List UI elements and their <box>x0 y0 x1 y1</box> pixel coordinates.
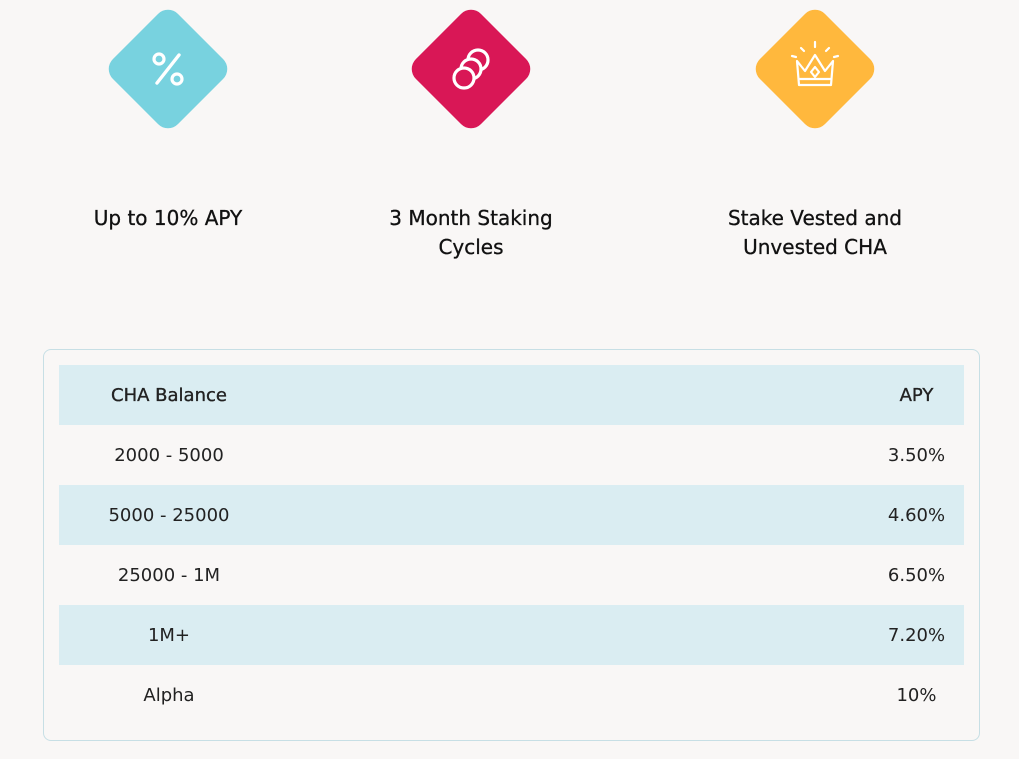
apy-table-card: CHA Balance APY 2000 - 5000 3.50% 5000 -… <box>43 349 980 741</box>
balance-cell: Alpha <box>143 684 195 706</box>
feature-title: 3 Month Staking Cycles <box>321 204 621 262</box>
apy-cell: 7.20% <box>887 624 946 646</box>
table-row: 1M+ 7.20% <box>59 605 964 665</box>
table-row: Alpha 10% <box>59 665 964 725</box>
table-row: 5000 - 25000 4.60% <box>59 485 964 545</box>
apy-cell: 10% <box>896 684 937 706</box>
balance-cell: 1M+ <box>147 624 191 646</box>
table-header-row: CHA Balance APY <box>59 365 964 425</box>
feature-title-line: 3 Month Staking <box>389 206 553 230</box>
apy-cell: 4.60% <box>887 504 946 526</box>
feature-apy: Up to 10% APY <box>18 0 318 230</box>
percent-icon <box>145 46 191 92</box>
feature-title: Stake Vested and Unvested CHA <box>665 204 965 262</box>
apy-table: CHA Balance APY 2000 - 5000 3.50% 5000 -… <box>59 365 964 725</box>
feature-staking-cycles: 3 Month Staking Cycles <box>321 0 621 259</box>
balance-cell: 25000 - 1M <box>117 564 221 586</box>
apy-cell: 6.50% <box>887 564 946 586</box>
balance-cell: 5000 - 25000 <box>108 504 230 526</box>
crown-icon <box>783 39 847 99</box>
feature-title-line: Cycles <box>438 235 504 259</box>
feature-title: Up to 10% APY <box>18 204 318 233</box>
feature-vested-unvested: Stake Vested and Unvested CHA <box>665 0 965 259</box>
column-header-apy: APY <box>899 384 934 406</box>
table-row: 25000 - 1M 6.50% <box>59 545 964 605</box>
feature-title-line: Stake Vested and <box>727 206 902 230</box>
apy-cell: 3.50% <box>887 444 946 466</box>
feature-title-line: Up to 10% APY <box>93 206 243 230</box>
coins-icon <box>441 39 501 99</box>
column-header-balance: CHA Balance <box>111 384 227 406</box>
feature-icon-badge <box>665 0 965 140</box>
table-row: 2000 - 5000 3.50% <box>59 425 964 485</box>
balance-cell: 2000 - 5000 <box>114 444 224 466</box>
feature-icon-badge <box>18 0 318 140</box>
feature-title-line: Unvested CHA <box>743 235 887 259</box>
feature-icon-badge <box>321 0 621 140</box>
